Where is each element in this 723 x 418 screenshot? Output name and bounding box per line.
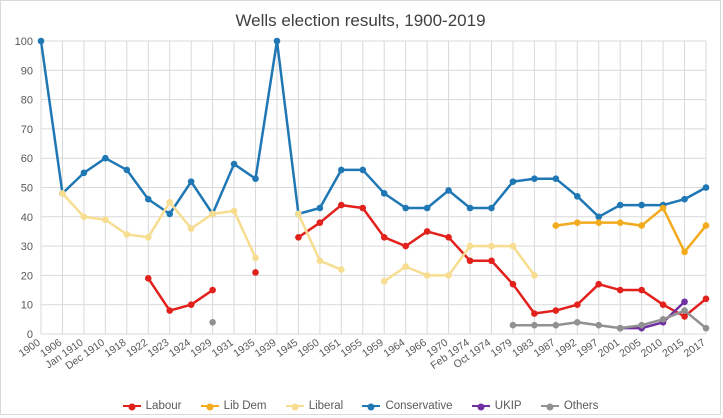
svg-text:1950: 1950 — [296, 337, 322, 360]
svg-text:40: 40 — [21, 212, 33, 224]
svg-text:1992: 1992 — [553, 337, 579, 360]
svg-text:1918: 1918 — [103, 337, 129, 360]
svg-text:1931: 1931 — [210, 337, 236, 360]
svg-text:1924: 1924 — [167, 337, 193, 360]
svg-text:1979: 1979 — [489, 337, 515, 360]
svg-text:1945: 1945 — [274, 337, 300, 360]
svg-text:30: 30 — [21, 241, 33, 253]
svg-text:2005: 2005 — [617, 337, 643, 360]
svg-text:1983: 1983 — [510, 337, 536, 360]
svg-text:2001: 2001 — [596, 337, 622, 360]
svg-text:60: 60 — [21, 153, 33, 165]
svg-text:1922: 1922 — [124, 337, 150, 360]
svg-text:1929: 1929 — [188, 337, 214, 360]
svg-text:70: 70 — [21, 124, 33, 136]
svg-text:1900: 1900 — [17, 337, 43, 360]
svg-text:90: 90 — [21, 65, 33, 77]
svg-text:1997: 1997 — [574, 337, 600, 360]
svg-text:1966: 1966 — [403, 337, 429, 360]
svg-text:10: 10 — [21, 300, 33, 312]
svg-text:1923: 1923 — [145, 337, 171, 360]
svg-text:2015: 2015 — [660, 337, 686, 360]
svg-text:1939: 1939 — [253, 337, 279, 360]
svg-text:1959: 1959 — [360, 337, 386, 360]
svg-text:2010: 2010 — [639, 337, 665, 360]
svg-text:1955: 1955 — [338, 337, 364, 360]
svg-text:80: 80 — [21, 95, 33, 107]
svg-text:100: 100 — [15, 36, 33, 48]
svg-text:1964: 1964 — [381, 337, 407, 360]
svg-text:1987: 1987 — [532, 337, 558, 360]
svg-text:50: 50 — [21, 183, 33, 195]
svg-text:1951: 1951 — [317, 337, 343, 360]
svg-text:20: 20 — [21, 270, 33, 282]
svg-text:1935: 1935 — [231, 337, 257, 360]
svg-text:2017: 2017 — [682, 337, 708, 360]
